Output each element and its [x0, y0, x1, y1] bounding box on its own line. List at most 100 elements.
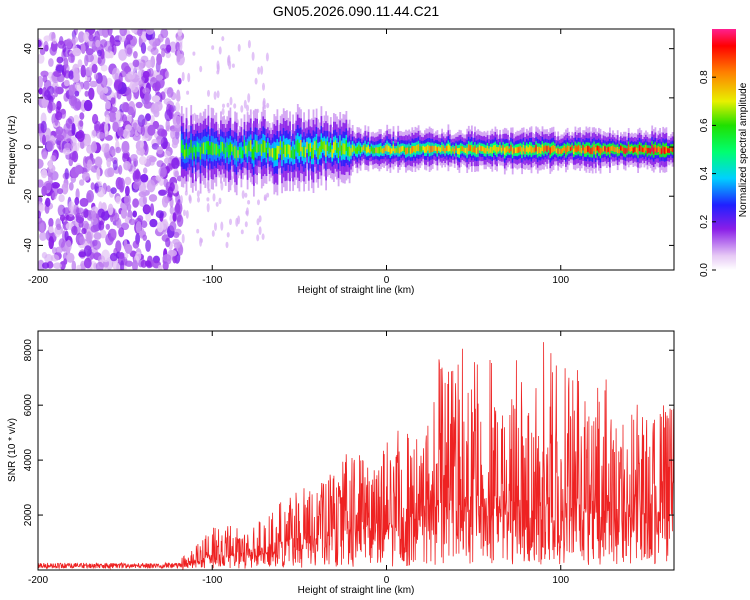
heatmap-cell — [358, 144, 360, 152]
heatmap-cell — [402, 145, 404, 151]
snr-x-label: Height of straight line (km) — [298, 585, 415, 596]
heatmap-cell — [499, 145, 501, 151]
heatmap-blob — [186, 90, 190, 95]
heatmap-blob — [40, 70, 49, 78]
heatmap-blob — [145, 113, 151, 122]
heatmap-cell — [287, 144, 290, 155]
heatmap-cell — [336, 143, 338, 153]
heatmap-cell — [477, 147, 480, 154]
heatmap-blob — [226, 232, 230, 238]
heatmap-blob — [43, 41, 49, 52]
heatmap-blob — [262, 82, 265, 91]
heatmap-blob — [196, 190, 200, 198]
heatmap-cell — [469, 145, 472, 151]
heatmap-blob — [64, 168, 69, 180]
heatmap-blob — [135, 168, 140, 180]
heatmap-cell — [240, 147, 243, 159]
heatmap-blob — [109, 252, 118, 262]
heatmap-blob — [42, 134, 46, 146]
heatmap-cell — [254, 140, 257, 152]
heatmap-blob — [83, 245, 92, 257]
heatmap-blob — [58, 238, 65, 249]
heatmap-blob — [97, 57, 102, 65]
heatmap-blob — [218, 46, 222, 55]
heatmap-cell — [536, 146, 539, 154]
heatmap-blob — [131, 83, 139, 93]
heatmap-cell — [478, 145, 481, 151]
colorbar-gradient — [712, 29, 736, 270]
y-tick-label: 6000 — [23, 394, 34, 417]
heatmap-blob — [63, 79, 70, 87]
heatmap-cell — [464, 148, 467, 153]
heatmap-cell — [483, 147, 486, 154]
heatmap-blob — [164, 157, 171, 164]
heatmap-cell — [609, 146, 611, 154]
heatmap-blob — [94, 182, 99, 194]
heatmap-cell — [569, 146, 572, 152]
heatmap-cell — [318, 146, 321, 156]
heatmap-cell — [227, 145, 230, 158]
heatmap-blob — [83, 80, 90, 90]
heatmap-blob — [172, 212, 177, 222]
heatmap-blob — [166, 163, 173, 172]
heatmap-cell — [599, 147, 602, 155]
heatmap-cell — [398, 147, 401, 154]
heatmap-blob — [173, 242, 181, 249]
heatmap-cell — [652, 147, 655, 155]
heatmap-cell — [461, 146, 464, 151]
heatmap-cell — [279, 140, 282, 150]
heatmap-blob — [50, 155, 56, 162]
heatmap-blob — [75, 212, 81, 220]
spectrogram-y-ticks: 40 20 0 -20 -40 — [23, 43, 674, 253]
heatmap-cell — [268, 147, 271, 157]
heatmap-blob — [90, 182, 95, 191]
heatmap-cell — [618, 148, 621, 154]
heatmap-blob — [110, 187, 117, 195]
heatmap-cell — [322, 141, 324, 150]
heatmap-blob — [214, 222, 217, 232]
heatmap-blob — [55, 111, 63, 121]
heatmap-cell — [530, 146, 533, 154]
heatmap-blob — [188, 194, 192, 202]
heatmap-blob — [93, 232, 102, 240]
colorbar-tick-label: 0.2 — [699, 214, 710, 228]
heatmap-blob — [125, 124, 132, 132]
heatmap-blob — [112, 159, 118, 171]
heatmap-cell — [558, 148, 561, 154]
heatmap-cell — [444, 148, 447, 154]
heatmap-cell — [502, 145, 505, 151]
heatmap-blob — [169, 249, 178, 257]
heatmap-blob — [145, 239, 152, 252]
heatmap-cell — [403, 146, 406, 153]
heatmap-blob — [262, 97, 266, 107]
heatmap-cell — [455, 145, 458, 151]
spectrogram-x-ticks: -200 -100 0 100 — [28, 29, 570, 286]
heatmap-cell — [267, 141, 269, 150]
heatmap-blob — [169, 206, 174, 215]
heatmap-cell — [304, 147, 307, 158]
heatmap-blob — [122, 152, 130, 163]
heatmap-cell — [286, 144, 288, 157]
heatmap-cell — [223, 143, 225, 154]
heatmap-blob — [97, 49, 102, 57]
heatmap-blob — [48, 58, 54, 67]
heatmap-blob — [134, 91, 139, 100]
heatmap-cell — [295, 140, 298, 152]
heatmap-cell — [602, 145, 605, 152]
heatmap-cell — [400, 146, 403, 152]
heatmap-cell — [301, 147, 304, 157]
heatmap-cell — [621, 146, 624, 152]
heatmap-blob — [43, 35, 51, 42]
heatmap-cell — [359, 146, 362, 153]
heatmap-blob — [124, 260, 133, 267]
heatmap-cell — [508, 148, 511, 153]
heatmap-blob — [74, 197, 80, 206]
heatmap-cell — [510, 144, 512, 152]
heatmap-cell — [471, 145, 473, 153]
heatmap-blob — [126, 34, 133, 41]
heatmap-cell — [220, 141, 222, 154]
heatmap-cell — [224, 147, 227, 158]
heatmap-blob — [105, 114, 110, 125]
heatmap-cell — [375, 147, 378, 153]
heatmap-cell — [646, 147, 649, 154]
